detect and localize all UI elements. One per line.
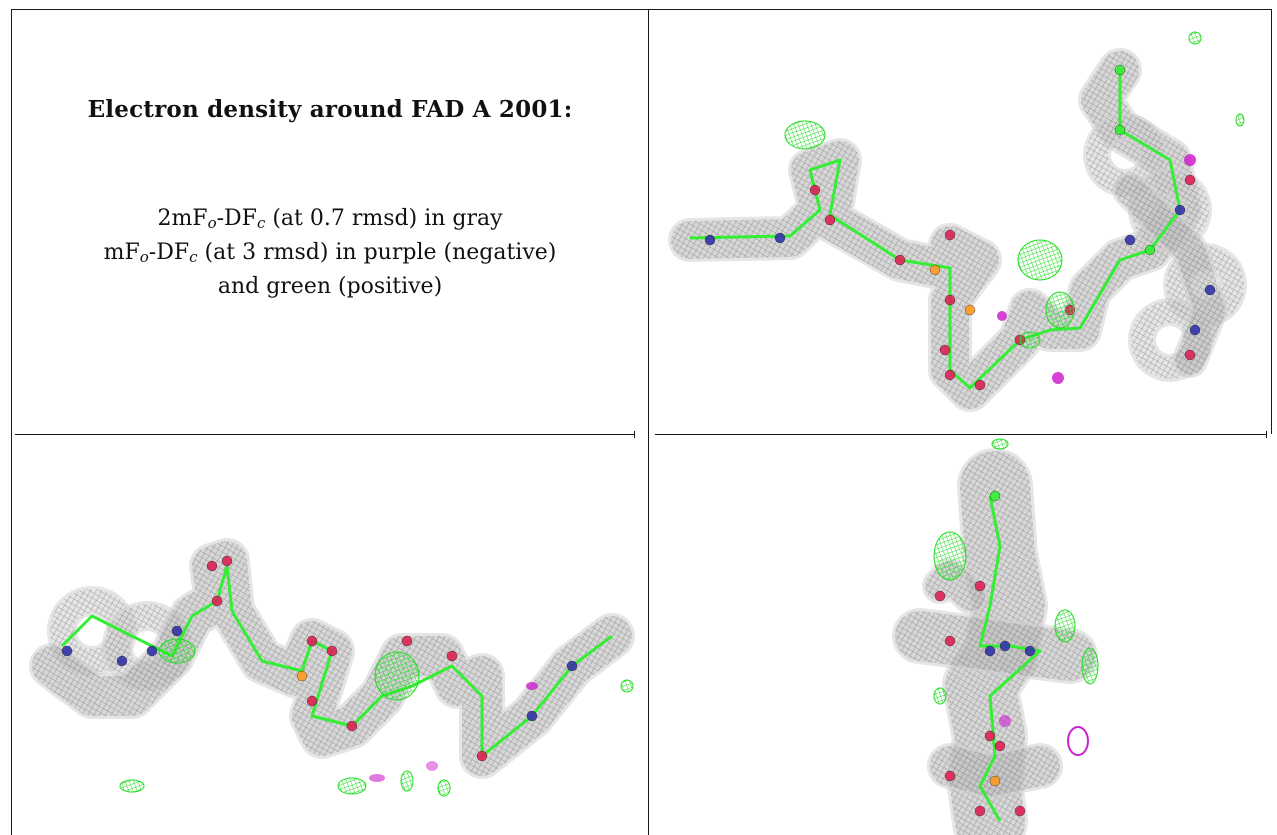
density-image-bottom-right [892, 438, 1099, 835]
caption-legend: 2mFo-DFc (at 0.7 rmsd) in gray mFo-DFc (… [12, 204, 648, 302]
caption-title: Electron density around FAD A 2001: [87, 96, 573, 123]
legend-line-difference: mFo-DFc (at 3 rmsd) in purple (negative) [103, 240, 557, 266]
table-row-divider-right [655, 434, 1267, 435]
legend-line-gray: 2mFo-DFc (at 0.7 rmsd) in gray [157, 206, 503, 232]
table-border-top [11, 9, 1272, 10]
density-panel-bottom-right [650, 436, 1277, 835]
table-border-right [1271, 9, 1272, 434]
table-row-divider-left [15, 434, 635, 435]
caption-cell: Electron density around FAD A 2001: 2mFo… [12, 10, 648, 434]
table-border-middle [648, 9, 649, 835]
table-border-left [11, 9, 12, 835]
density-panel-top-right [650, 10, 1270, 434]
density-image-top-right [668, 31, 1247, 412]
divider-tick [634, 431, 635, 438]
density-panel-bottom-left [12, 436, 648, 835]
legend-line-positive: and green (positive) [217, 274, 443, 299]
density-image-bottom-left [29, 538, 635, 797]
divider-tick [1266, 431, 1267, 438]
